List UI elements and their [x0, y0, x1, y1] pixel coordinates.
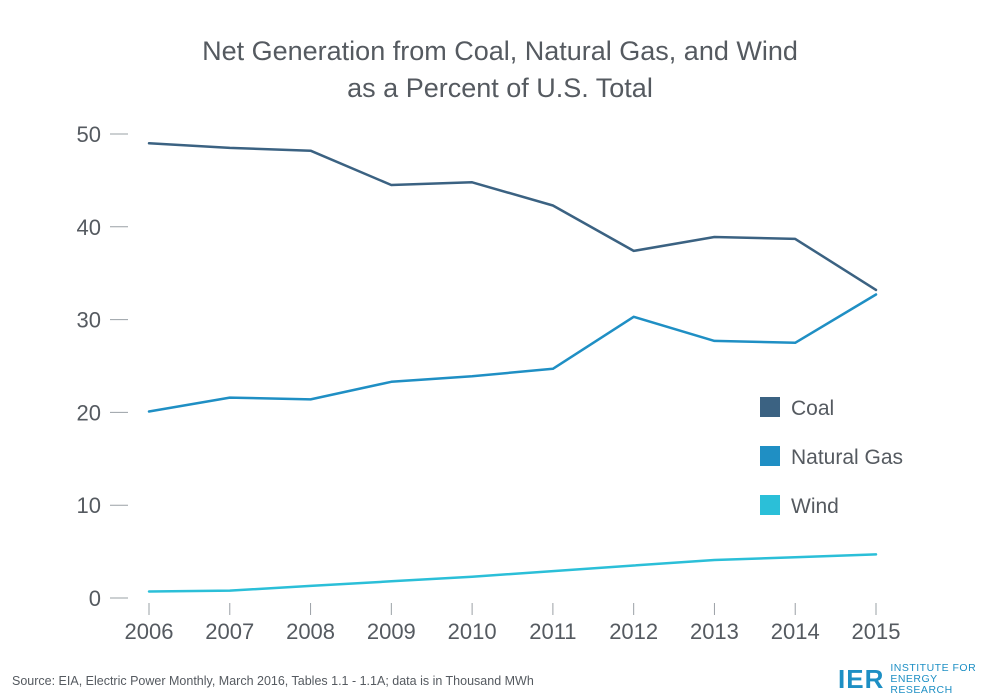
series-line-coal [147, 142, 878, 292]
legend-label: Coal [791, 397, 834, 420]
legend: Coal Natural Gas Wind [760, 397, 903, 518]
y-tick-label: 10 [77, 493, 101, 518]
y-tick-label: 20 [77, 400, 101, 425]
series-line-wind [147, 553, 878, 593]
y-axis: 0 10 20 30 40 50 [77, 122, 128, 611]
x-tick-label: 2010 [448, 619, 497, 644]
legend-swatch [760, 446, 780, 466]
x-tick-label: 2006 [125, 619, 174, 644]
chart-title-line-1: Net Generation from Coal, Natural Gas, a… [202, 36, 798, 66]
legend-label: Wind [791, 495, 839, 518]
ier-logo: IER INSTITUTE FOR ENERGY RESEARCH [838, 662, 1000, 695]
legend-label: Natural Gas [791, 446, 903, 469]
x-tick-label: 2011 [529, 619, 576, 644]
logo-text: INSTITUTE FOR ENERGY RESEARCH [890, 661, 1000, 696]
x-tick-label: 2008 [286, 619, 335, 644]
x-tick-label: 2015 [852, 619, 901, 644]
logo-text-line-1: INSTITUTE FOR [890, 661, 977, 674]
x-tick-label: 2007 [205, 619, 254, 644]
logo-mark: IER [838, 664, 885, 694]
legend-swatch [760, 397, 780, 417]
x-axis: 2006 2007 2008 2009 2010 2011 2012 2013 2014 2015 [125, 603, 901, 644]
chart-title-line-2: as a Percent of U.S. Total [347, 73, 653, 103]
y-tick-label: 40 [77, 215, 101, 240]
x-tick-label: 2012 [609, 619, 658, 644]
x-tick-label: 2013 [690, 619, 739, 644]
y-tick-label: 0 [89, 586, 101, 611]
series-line-natural-gas [147, 293, 878, 413]
logo-text-line-2: ENERGY RESEARCH [890, 672, 953, 696]
y-tick-label: 30 [77, 308, 101, 333]
legend-swatch [760, 495, 780, 515]
source-note: Source: EIA, Electric Power Monthly, Mar… [12, 674, 534, 688]
y-tick-label: 50 [77, 122, 101, 147]
series-lines [147, 142, 878, 593]
x-tick-label: 2014 [771, 619, 820, 644]
x-tick-label: 2009 [367, 619, 416, 644]
